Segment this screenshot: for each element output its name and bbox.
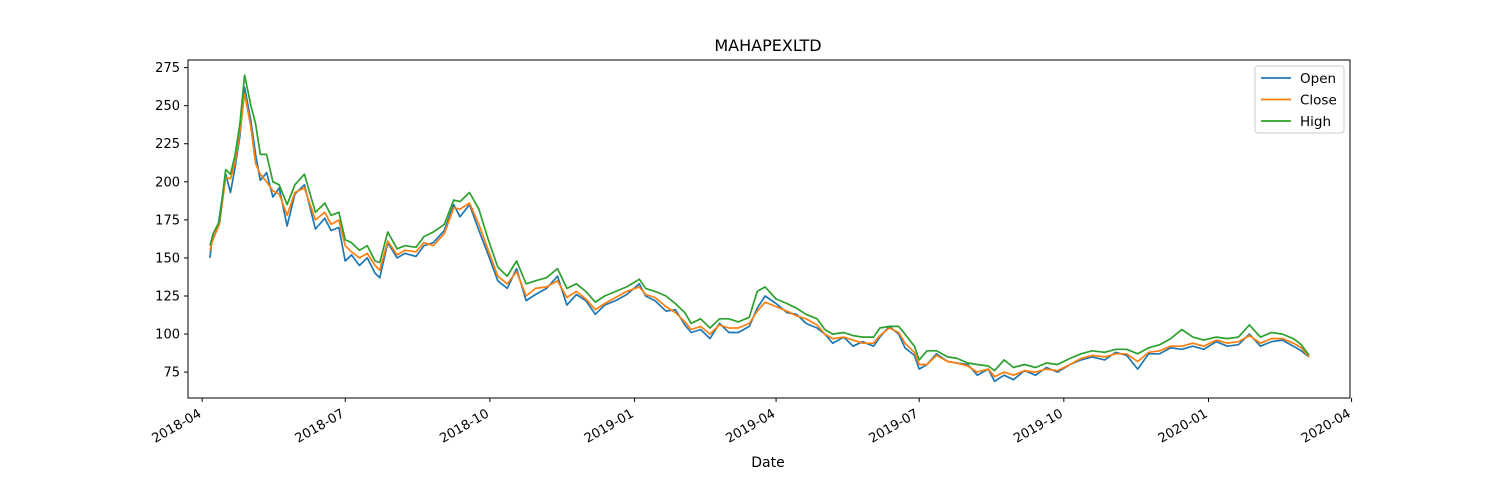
y-tick-label: 75 (163, 366, 180, 381)
legend-box (1254, 65, 1345, 134)
legend-label-open: Open (1300, 71, 1336, 87)
y-tick-label: 100 (155, 328, 180, 343)
y-tick-label: 275 (155, 61, 180, 76)
series-line-high (209, 74, 1310, 372)
legend: Open Close High (1254, 65, 1345, 134)
series-line-open (209, 86, 1310, 383)
x-axis-label: Date (751, 455, 784, 471)
legend-label-close: Close (1300, 93, 1337, 109)
y-axis: 75 100 125 150 175 200 225 250 275 (155, 61, 188, 381)
y-tick-label: 125 (155, 289, 180, 304)
y-tick-label: 200 (155, 175, 180, 190)
plot-frame (187, 59, 1351, 399)
series-layer (209, 74, 1310, 383)
y-tick-label: 175 (155, 213, 180, 228)
series-line-close (209, 92, 1310, 378)
y-tick-label: 250 (155, 99, 180, 114)
legend-label-high: High (1300, 114, 1331, 130)
chart-title: MAHAPEXLTD (714, 36, 821, 55)
y-tick-label: 225 (155, 137, 180, 152)
y-tick-label: 150 (155, 251, 180, 266)
